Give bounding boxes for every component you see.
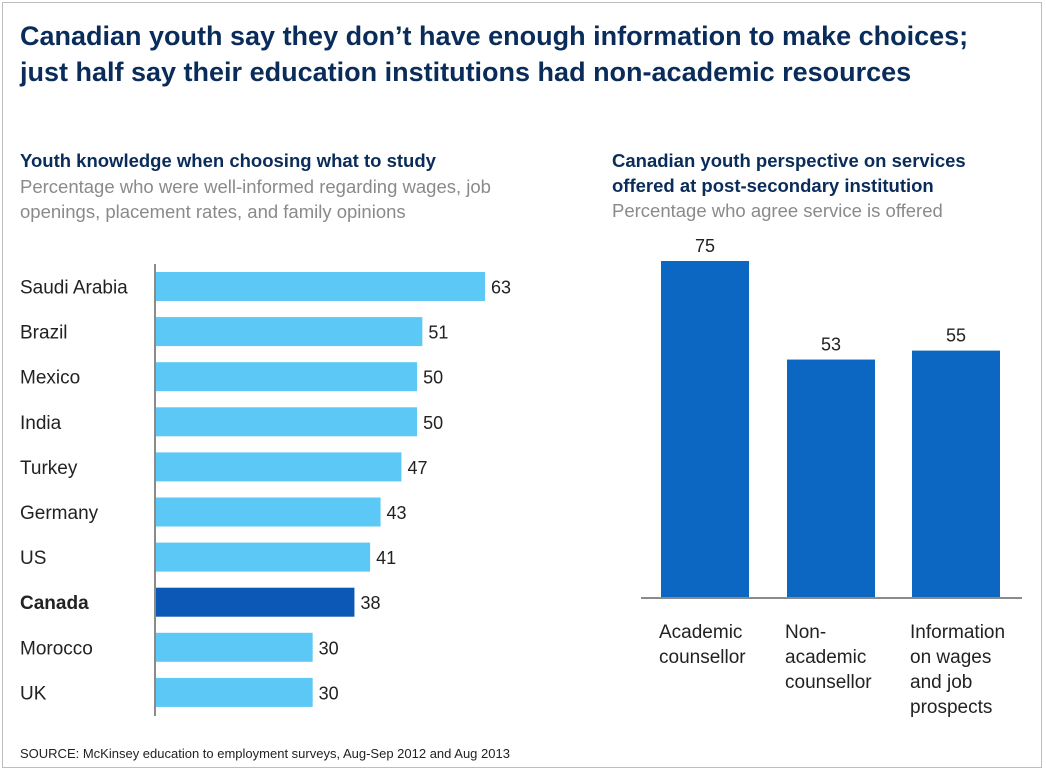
value-label: 43: [387, 503, 407, 523]
value-label: 47: [407, 458, 427, 478]
main-title: Canadian youth say they don’t have enoug…: [20, 21, 969, 87]
bar: [156, 362, 418, 392]
bar: [156, 587, 355, 617]
value-label: 75: [695, 236, 715, 256]
bar: [156, 677, 313, 707]
right-panel-subtitle: Percentage who agree service is offered: [612, 200, 943, 221]
value-label: 50: [423, 368, 443, 388]
category-label: Mexico: [20, 368, 80, 389]
category-label: Germany: [20, 503, 99, 524]
category-label: academic: [785, 647, 866, 668]
bar: [156, 272, 485, 301]
bar: [156, 497, 381, 527]
category-label: on wages: [910, 647, 991, 668]
category-label: and job: [910, 672, 972, 693]
column: [661, 261, 749, 597]
category-label: India: [20, 413, 62, 434]
bar: [156, 407, 418, 437]
value-label: 53: [821, 335, 841, 355]
category-label: prospects: [910, 697, 992, 718]
category-label: Saudi Arabia: [20, 278, 128, 299]
value-label: 63: [491, 278, 511, 298]
category-label: US: [20, 548, 46, 569]
category-label: Information: [910, 622, 1005, 643]
category-label: counsellor: [659, 647, 746, 668]
value-label: 51: [428, 323, 448, 343]
category-label: Canada: [20, 593, 89, 614]
category-label: Turkey: [20, 458, 78, 479]
value-label: 50: [423, 413, 443, 433]
category-label: Morocco: [20, 638, 93, 659]
value-label: 30: [319, 683, 339, 703]
bar: [156, 317, 423, 347]
value-label: 38: [360, 593, 380, 613]
value-label: 55: [946, 326, 966, 346]
left-panel-subtitle: Percentage who were well-informed regard…: [20, 176, 491, 222]
left-panel-title: Youth knowledge when choosing what to st…: [20, 150, 436, 171]
bar: [156, 452, 402, 482]
category-label: UK: [20, 683, 47, 704]
bar: [156, 632, 313, 662]
value-label: 30: [319, 638, 339, 658]
value-label: 41: [376, 548, 396, 568]
category-label: Brazil: [20, 323, 68, 344]
bar: [156, 542, 371, 572]
column: [912, 350, 1000, 597]
category-label: Academic: [659, 622, 742, 643]
category-label: counsellor: [785, 672, 872, 693]
column: [787, 359, 875, 597]
source-note: SOURCE: McKinsey education to employment…: [20, 746, 510, 761]
right-panel-title: Canadian youth perspective on services o…: [612, 150, 966, 196]
category-label: Non-: [785, 622, 826, 643]
